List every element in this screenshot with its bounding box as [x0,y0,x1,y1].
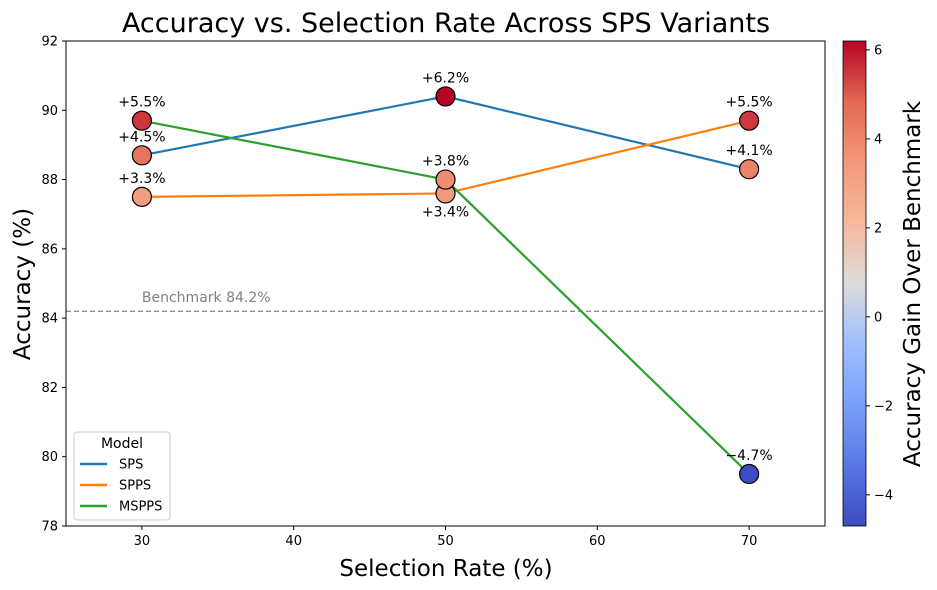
data-point-spps [738,110,760,131]
y-axis-label: Accuracy (%) [10,208,36,360]
axes-ticks: 30 40 50 60 70 78 80 82 84 86 88 90 92 [41,35,757,550]
data-point-mspps [131,110,152,131]
colorbar-tick-label: 0 [874,310,882,325]
data-label-mspps: −4.7% [725,448,772,464]
data-label-spps: +3.4% [422,204,469,220]
data-point-mspps [435,169,456,190]
data-label-spps: +3.3% [118,171,165,187]
data-point-mspps [738,463,760,485]
legend-box [73,431,171,521]
y-tick-label: 84 [41,312,58,327]
benchmark: Benchmark 84.2% [66,290,825,312]
legend-label-mspps: MSPPS [119,500,162,515]
x-tick-label: 40 [285,534,302,549]
data-labels: +4.5% +6.2% +4.1% +3.3% +3.4% +5.5% +5.5% +3.8%… [118,70,773,464]
colorbar-tick-label: 2 [874,221,882,236]
x-tick-label: 70 [741,534,758,549]
legend-title: Model [101,436,143,452]
data-label-sps: +4.5% [118,129,165,145]
colorbar-tick-label: −4 [874,488,893,503]
x-tick-label: 30 [134,534,151,549]
colorbar: −4 −2 0 2 4 6 Accuracy Gain Over Benchmark [842,40,926,527]
data-points [131,86,760,485]
colorbar-tick-label: 6 [874,43,882,58]
data-point-sps [435,86,456,107]
data-label-mspps: +5.5% [118,95,165,111]
data-label-mspps: +3.8% [422,154,469,170]
data-point-spps [131,186,152,207]
data-point-sps [131,145,152,166]
data-label-sps: +6.2% [422,70,469,86]
chart-title: Accuracy vs. Selection Rate Across SPS V… [122,8,770,39]
legend-label-sps: SPS [119,458,143,473]
y-tick-label: 78 [41,520,58,535]
data-label-sps: +4.1% [725,143,772,159]
y-tick-label: 88 [41,173,58,188]
x-axis-label: Selection Rate (%) [339,556,552,582]
y-tick-label: 90 [41,104,58,119]
plot-frame [65,40,826,527]
colorbar-tick-label: −2 [874,399,893,414]
colorbar-tick-label: 4 [874,132,882,147]
colorbar-label: Accuracy Gain Over Benchmark [900,100,926,467]
x-tick-label: 50 [437,534,454,549]
y-tick-label: 86 [41,242,58,257]
legend: Model SPS SPPS MSPPS [73,431,171,521]
data-point-sps [738,159,760,180]
y-tick-label: 80 [41,450,58,465]
legend-label-spps: SPPS [119,479,151,494]
y-tick-label: 92 [41,35,58,50]
y-tick-label: 82 [41,381,58,396]
colorbar-gradient [842,40,867,527]
benchmark-label: Benchmark 84.2% [142,290,271,306]
data-label-spps: +5.5% [725,95,772,111]
x-tick-label: 60 [589,534,606,549]
